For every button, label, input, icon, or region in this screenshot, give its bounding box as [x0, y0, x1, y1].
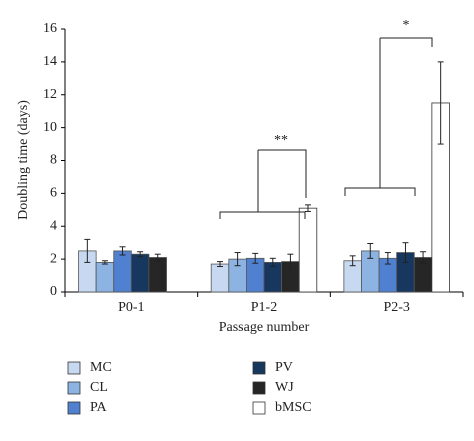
y-tick-label: 12	[43, 87, 57, 102]
error-bar	[269, 257, 276, 268]
error-bar	[420, 251, 427, 264]
y-tick-label: 16	[43, 21, 57, 36]
bracket	[219, 211, 306, 219]
x-tick-label: P1-2	[251, 300, 277, 315]
bar	[95, 262, 115, 293]
x-tick-label: P0-1	[118, 300, 144, 315]
legend-swatch	[67, 401, 81, 415]
bar	[298, 207, 318, 293]
error-bar	[384, 252, 391, 265]
legend-swatch	[67, 361, 81, 375]
legend-label: WJ	[275, 380, 294, 395]
error-bar	[402, 242, 409, 263]
x-tick-label: P2-3	[383, 300, 409, 315]
error-bar	[101, 260, 108, 265]
legend-swatch	[252, 401, 266, 415]
bar	[148, 257, 167, 293]
legend-swatch	[252, 381, 266, 395]
error-bar	[305, 204, 311, 212]
legend-label: bMSC	[275, 400, 312, 415]
bracket	[344, 187, 416, 196]
bracket	[380, 37, 433, 47]
bar	[113, 250, 132, 293]
y-tick-label: 14	[43, 54, 57, 69]
legend-swatch	[252, 361, 266, 375]
bar	[130, 253, 150, 293]
error-bar	[252, 252, 259, 264]
legend-swatch	[67, 381, 81, 395]
error-bar	[437, 61, 444, 145]
legend-label: CL	[90, 380, 108, 395]
legend-label: MC	[90, 360, 112, 375]
error-bar	[137, 251, 144, 258]
error-bar	[367, 243, 374, 259]
y-tick-label: 0	[50, 284, 57, 299]
error-bar	[349, 255, 356, 267]
legend-label: PV	[275, 360, 293, 375]
y-axis-label: Doubling time (days)	[16, 100, 31, 220]
significance-label: **	[274, 133, 288, 148]
y-tick-label: 6	[50, 186, 57, 201]
y-tick-label: 10	[43, 120, 57, 135]
error-bar	[84, 238, 91, 263]
error-bar	[154, 253, 161, 262]
error-bar	[287, 253, 294, 270]
bracket	[258, 149, 307, 198]
error-bar	[234, 252, 241, 267]
y-tick-label: 2	[50, 251, 57, 266]
legend-label: PA	[90, 400, 108, 415]
significance-label: *	[403, 18, 410, 33]
error-bar	[217, 261, 223, 268]
y-tick-label: 4	[50, 218, 57, 233]
error-bar	[119, 246, 126, 256]
x-axis-label: Passage number	[219, 320, 310, 335]
y-tick-label: 8	[50, 153, 57, 168]
bar	[210, 263, 230, 293]
